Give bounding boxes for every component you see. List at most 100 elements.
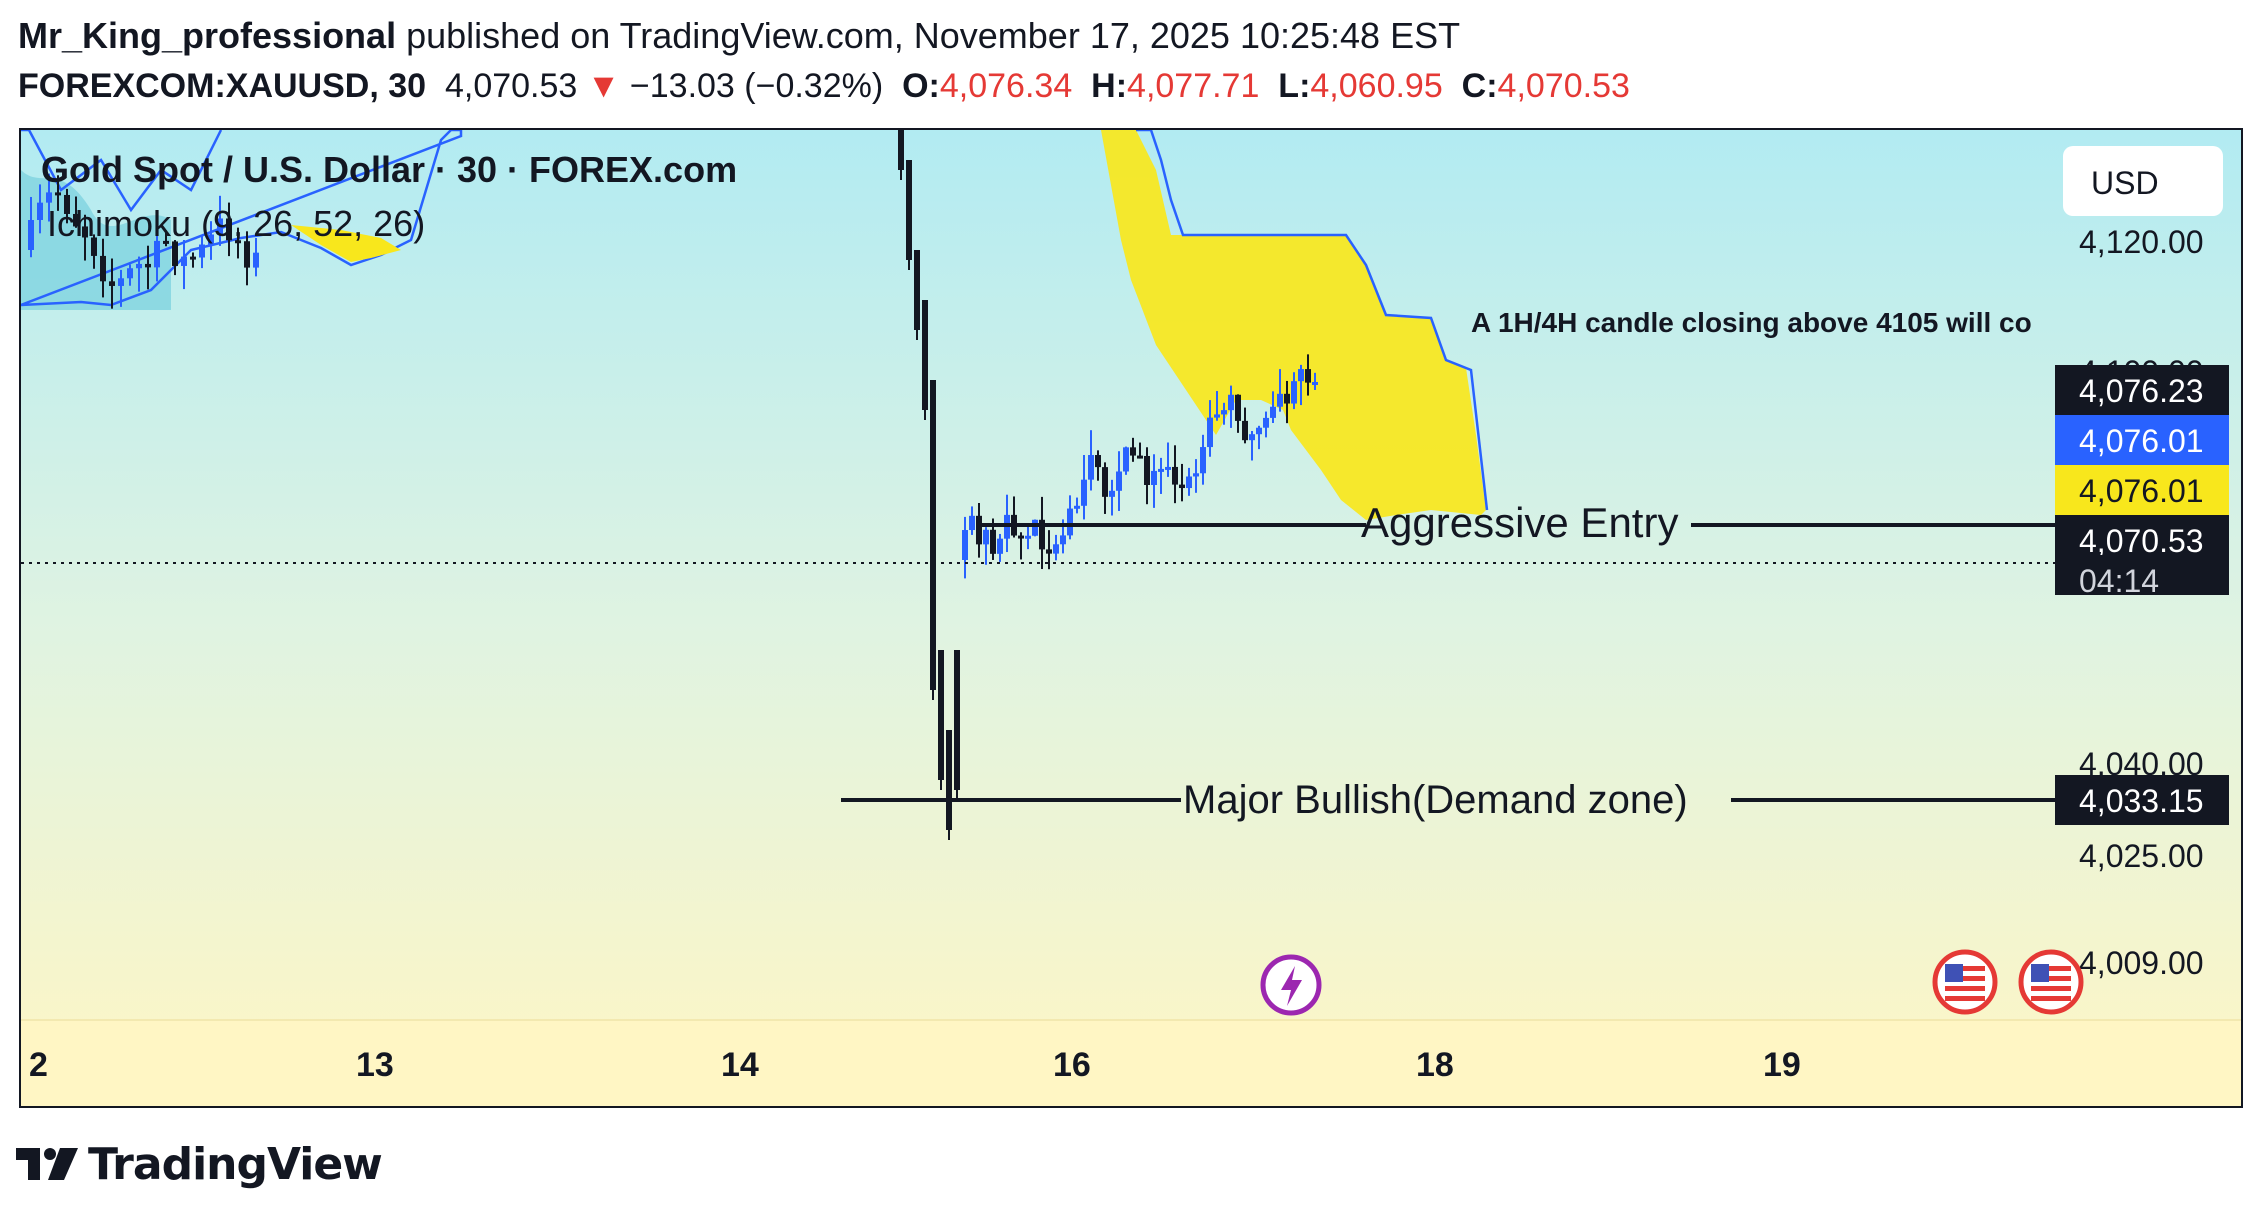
price-tag-bg [2055, 415, 2229, 465]
note-annotation[interactable]: A 1H/4H candle closing above 4105 will c… [1471, 307, 2032, 338]
price-tag: 4,076.23 [2079, 373, 2204, 409]
candle-body [1067, 508, 1073, 536]
candle-body [1270, 406, 1276, 418]
candle-body [235, 240, 241, 244]
x-tick-label: 16 [1053, 1046, 1091, 1084]
candle-body [969, 515, 975, 531]
candle-body [1081, 479, 1087, 506]
candle-body [208, 234, 214, 245]
candle-body [1249, 434, 1255, 441]
currency-label: USD [2091, 165, 2159, 201]
low-value: 4,060.95 [1310, 67, 1443, 105]
candle-body [1284, 393, 1290, 404]
x-axis-ticks: 2 13 14 16 18 19 [29, 1046, 1801, 1084]
y-tick-label: 4,120.00 [2079, 224, 2204, 260]
y-tick-label: 4,009.00 [2079, 945, 2204, 981]
published-text: published on TradingView.com, November 1… [406, 15, 1461, 56]
candle-body [1242, 420, 1248, 441]
candle-body [1263, 417, 1269, 428]
entry-annotation[interactable]: Aggressive Entry [1361, 499, 1678, 546]
symbol-name: FOREXCOM:XAUUSD, 30 [18, 67, 427, 105]
candle-body [1151, 470, 1157, 486]
price-tag-bg [2055, 465, 2229, 515]
chart-frame[interactable]: Aggressive Entry Major Bullish(Demand zo… [19, 128, 2243, 1108]
ichimoku-baseline [1136, 130, 1489, 511]
candle-body [244, 241, 250, 268]
tradingview-logo[interactable]: TradingView [16, 1136, 383, 1192]
candle-body [109, 281, 115, 286]
candle-body [1165, 466, 1171, 470]
x-tick-label: 2 [29, 1046, 48, 1084]
down-arrow-icon: ▼ [586, 67, 621, 105]
demand-annotation[interactable]: Major Bullish(Demand zone) [1183, 778, 1688, 822]
candle-body [226, 218, 232, 241]
candle-body [1130, 447, 1136, 456]
candle-body [1039, 519, 1045, 550]
candle-body [91, 237, 97, 256]
candle-body [127, 268, 133, 279]
candle-body [1109, 490, 1115, 497]
candle-body [922, 300, 928, 410]
candle-body [1305, 369, 1311, 383]
x-tick-label: 19 [1763, 1046, 1801, 1084]
indicator-label[interactable]: Ichimoku (9, 26, 52, 26) [47, 203, 425, 244]
candle-body [1102, 467, 1108, 497]
candle-body [37, 202, 43, 221]
candle-body [930, 380, 936, 690]
price-chart[interactable]: Aggressive Entry Major Bullish(Demand zo… [21, 130, 2243, 1108]
candle-body [997, 538, 1003, 554]
candle-body [946, 730, 952, 830]
candle-body [64, 194, 70, 214]
author-name[interactable]: Mr_King_professional [18, 15, 397, 56]
candle-body [118, 278, 124, 286]
price-tag: 4,070.53 [2079, 523, 2204, 559]
candle-body [1032, 519, 1038, 536]
main-candles [898, 130, 1318, 840]
candle-body [199, 244, 205, 258]
ichimoku-cloud [1101, 130, 1486, 520]
candle-body [1074, 505, 1080, 509]
chart-title: Gold Spot / U.S. Dollar · 30 · FOREX.com [41, 149, 737, 190]
candle-body [1179, 484, 1185, 489]
low-label: L: [1278, 67, 1311, 105]
candle-body [1053, 544, 1059, 554]
candle-body [1025, 535, 1031, 539]
publish-header: Mr_King_professional published on Tradin… [18, 14, 1460, 58]
candle-body [938, 650, 944, 780]
candle-body [1088, 455, 1094, 480]
candle-body [1046, 549, 1052, 554]
candle-body [1277, 393, 1283, 407]
candle-body [1144, 455, 1150, 486]
candle-body [136, 263, 142, 269]
currency-button[interactable] [2063, 146, 2223, 216]
candle-body [954, 650, 960, 790]
candle-body [898, 130, 904, 170]
high-label: H: [1091, 67, 1128, 105]
candle-body [1193, 473, 1199, 477]
candle-body [1137, 455, 1143, 459]
candle-body [1256, 427, 1262, 435]
candle-body [145, 263, 151, 268]
time-axis-background [21, 1020, 2241, 1106]
logo-text: TradingView [88, 1138, 383, 1190]
candle-body [172, 241, 178, 266]
candle-body [1298, 369, 1304, 382]
x-tick-label: 13 [356, 1046, 394, 1084]
lightning-event-icon[interactable] [1260, 954, 1322, 1016]
price-tag: 4,033.15 [2079, 783, 2204, 819]
left-candles [28, 173, 259, 309]
candle-body [1060, 535, 1066, 545]
us-flag-event-icon[interactable] [1932, 949, 1998, 1015]
candle-body [1291, 381, 1297, 404]
candle-body [55, 192, 61, 196]
candle-body [253, 252, 259, 268]
price-tags: 4,076.23 4,076.01 4,076.01 4,070.53 04:14 4,0… [2055, 365, 2229, 825]
symbol-header: FOREXCOM:XAUUSD, 30 4,070.53 ▼ −13.03 (−… [18, 64, 1630, 108]
candle-body [82, 226, 88, 238]
ichimoku-line-left-2 [21, 130, 223, 213]
us-flag-event-icon-2[interactable] [2018, 949, 2084, 1015]
candle-body [1095, 455, 1101, 468]
ichimoku-line-left [21, 130, 463, 307]
candle-body [983, 529, 989, 545]
candle-body [1158, 468, 1164, 472]
